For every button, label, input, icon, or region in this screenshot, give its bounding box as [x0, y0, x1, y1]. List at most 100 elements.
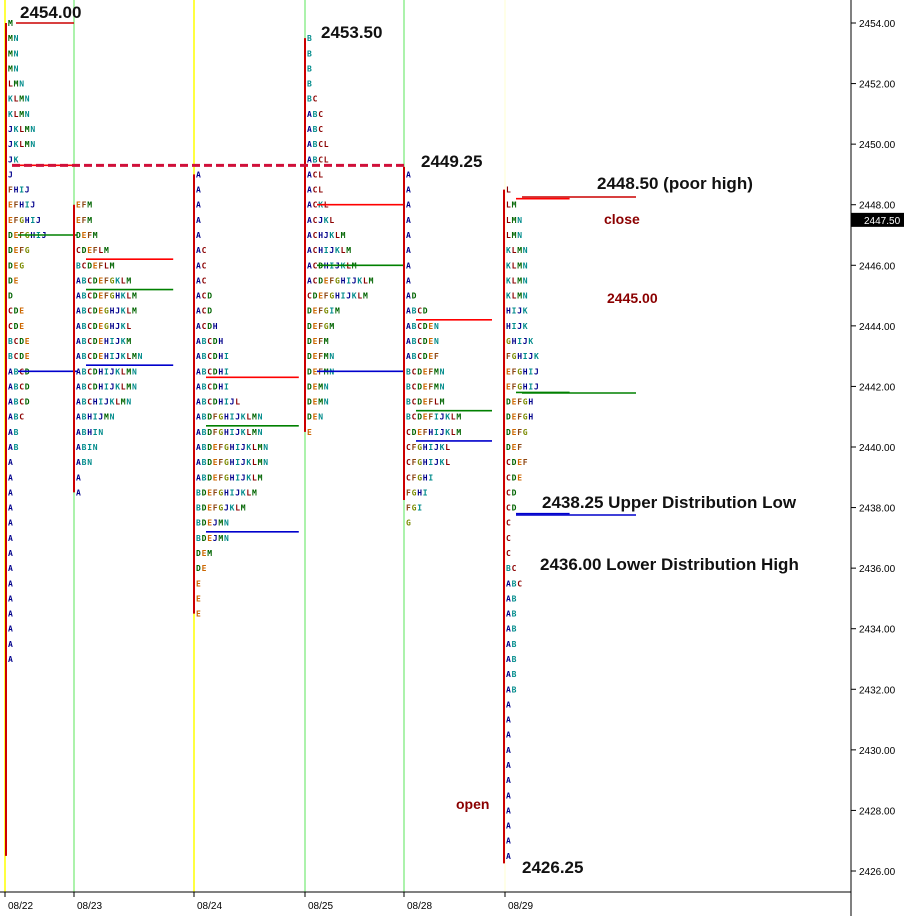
tpo-letter: F	[213, 504, 218, 513]
tpo-letter: C	[307, 292, 312, 301]
tpo-letter: J	[110, 367, 115, 376]
tpo-letter: H	[98, 367, 103, 376]
tpo-letter: A	[506, 716, 511, 725]
tpo-letter: J	[8, 170, 13, 179]
tpo-letter: L	[324, 155, 329, 164]
tpo-letter: N	[523, 276, 528, 285]
tpo-letter: M	[318, 398, 323, 407]
tpo-letter: N	[440, 367, 445, 376]
tpo-letter: B	[82, 352, 87, 361]
tpo-letter: D	[202, 519, 207, 528]
tpo-letter: C	[512, 564, 517, 573]
tpo-letter: B	[202, 337, 207, 346]
tpo-letter: H	[110, 322, 115, 331]
tpo-letter: D	[207, 307, 212, 316]
tpo-letter: I	[346, 276, 351, 285]
tpo-letter: F	[8, 186, 13, 195]
tpo-letter: I	[98, 398, 103, 407]
tpo-letter: A	[307, 261, 312, 270]
tpo-letter: I	[224, 367, 229, 376]
tpo-letter: M	[25, 140, 30, 149]
tpo-letter: H	[224, 428, 229, 437]
tpo-letter: C	[506, 458, 511, 467]
tpo-letter: N	[93, 443, 98, 452]
y-tick-label: 2440.00	[859, 443, 896, 454]
tpo-letter: J	[440, 413, 445, 422]
tpo-letter: H	[423, 458, 428, 467]
tpo-letter: E	[324, 276, 329, 285]
tpo-letter: E	[98, 276, 103, 285]
tpo-letter: A	[406, 261, 411, 270]
tpo-letter: L	[235, 398, 240, 407]
tpo-letter: M	[252, 428, 257, 437]
tpo-letter: D	[202, 488, 207, 497]
tpo-letter: F	[14, 216, 19, 225]
tpo-letter: G	[104, 322, 109, 331]
tpo-letter: C	[207, 352, 212, 361]
tpo-letter: K	[121, 292, 126, 301]
tpo-letter: M	[132, 307, 137, 316]
tpo-letter: H	[341, 276, 346, 285]
tpo-letter: G	[19, 261, 24, 270]
tpo-letter: D	[417, 413, 422, 422]
tpo-letter: H	[523, 367, 528, 376]
tpo-letter: K	[445, 413, 450, 422]
tpo-letter: E	[512, 428, 517, 437]
tpo-letter: F	[82, 216, 87, 225]
tpo-letter: C	[417, 352, 422, 361]
tpo-letter: C	[506, 504, 511, 513]
tpo-letter: F	[104, 276, 109, 285]
tpo-letter: H	[506, 322, 511, 331]
tpo-letter: M	[19, 95, 24, 104]
tpo-letter: K	[115, 367, 120, 376]
tpo-letter: F	[428, 382, 433, 391]
price-axis: 2454.00 2452.00 2450.00 2448.00 2446.00 2444.…	[850, 0, 904, 916]
tpo-letter: D	[506, 413, 511, 422]
tpo-letter: M	[14, 80, 19, 89]
tpo-letter: A	[196, 352, 201, 361]
tpo-letter: M	[252, 413, 257, 422]
tpo-letter: L	[121, 276, 126, 285]
tpo-letter: A	[307, 201, 312, 210]
tpo-letter: D	[512, 488, 517, 497]
tpo-letter: L	[329, 216, 334, 225]
tpo-letter: A	[196, 458, 201, 467]
tpo-letter: M	[517, 292, 522, 301]
tpo-letter: A	[196, 382, 201, 391]
tpo-letter: A	[76, 337, 81, 346]
tpo-letter: A	[76, 367, 81, 376]
tpo-letter: L	[235, 504, 240, 513]
tpo-letter: D	[93, 367, 98, 376]
tpo-letter: B	[82, 458, 87, 467]
tpo-letter: E	[14, 246, 19, 255]
tpo-letter: J	[110, 382, 115, 391]
y-tick-label: 2452.00	[859, 80, 896, 91]
tpo-letter: K	[440, 458, 445, 467]
tpo-letter: L	[19, 125, 24, 134]
tpo-letter: M	[335, 307, 340, 316]
tpo-letter: K	[534, 352, 539, 361]
tpo-letter: L	[506, 231, 511, 240]
tpo-letter: E	[196, 594, 201, 603]
y-tick-label: 2444.00	[859, 322, 896, 333]
tpo-letter: B	[82, 307, 87, 316]
tpo-letter: D	[25, 382, 30, 391]
tpo-letter: M	[132, 292, 137, 301]
tpo-letter: J	[213, 519, 218, 528]
tpo-letter: B	[313, 110, 318, 119]
tpo-letter: A	[8, 655, 13, 664]
tpo-letter: F	[218, 443, 223, 452]
tpo-letter: K	[241, 413, 246, 422]
tpo-letter: B	[196, 534, 201, 543]
tpo-letter: M	[517, 261, 522, 270]
tpo-letter: B	[307, 64, 312, 73]
tpo-letter: H	[14, 186, 19, 195]
tpo-letter: J	[8, 140, 13, 149]
tpo-letter: D	[8, 231, 13, 240]
y-tick-label: 2454.00	[859, 19, 896, 30]
tpo-letter: F	[517, 413, 522, 422]
last-price-marker	[851, 212, 904, 227]
tpo-letter: J	[434, 458, 439, 467]
tpo-letter: E	[423, 367, 428, 376]
tpo-letter: D	[93, 382, 98, 391]
